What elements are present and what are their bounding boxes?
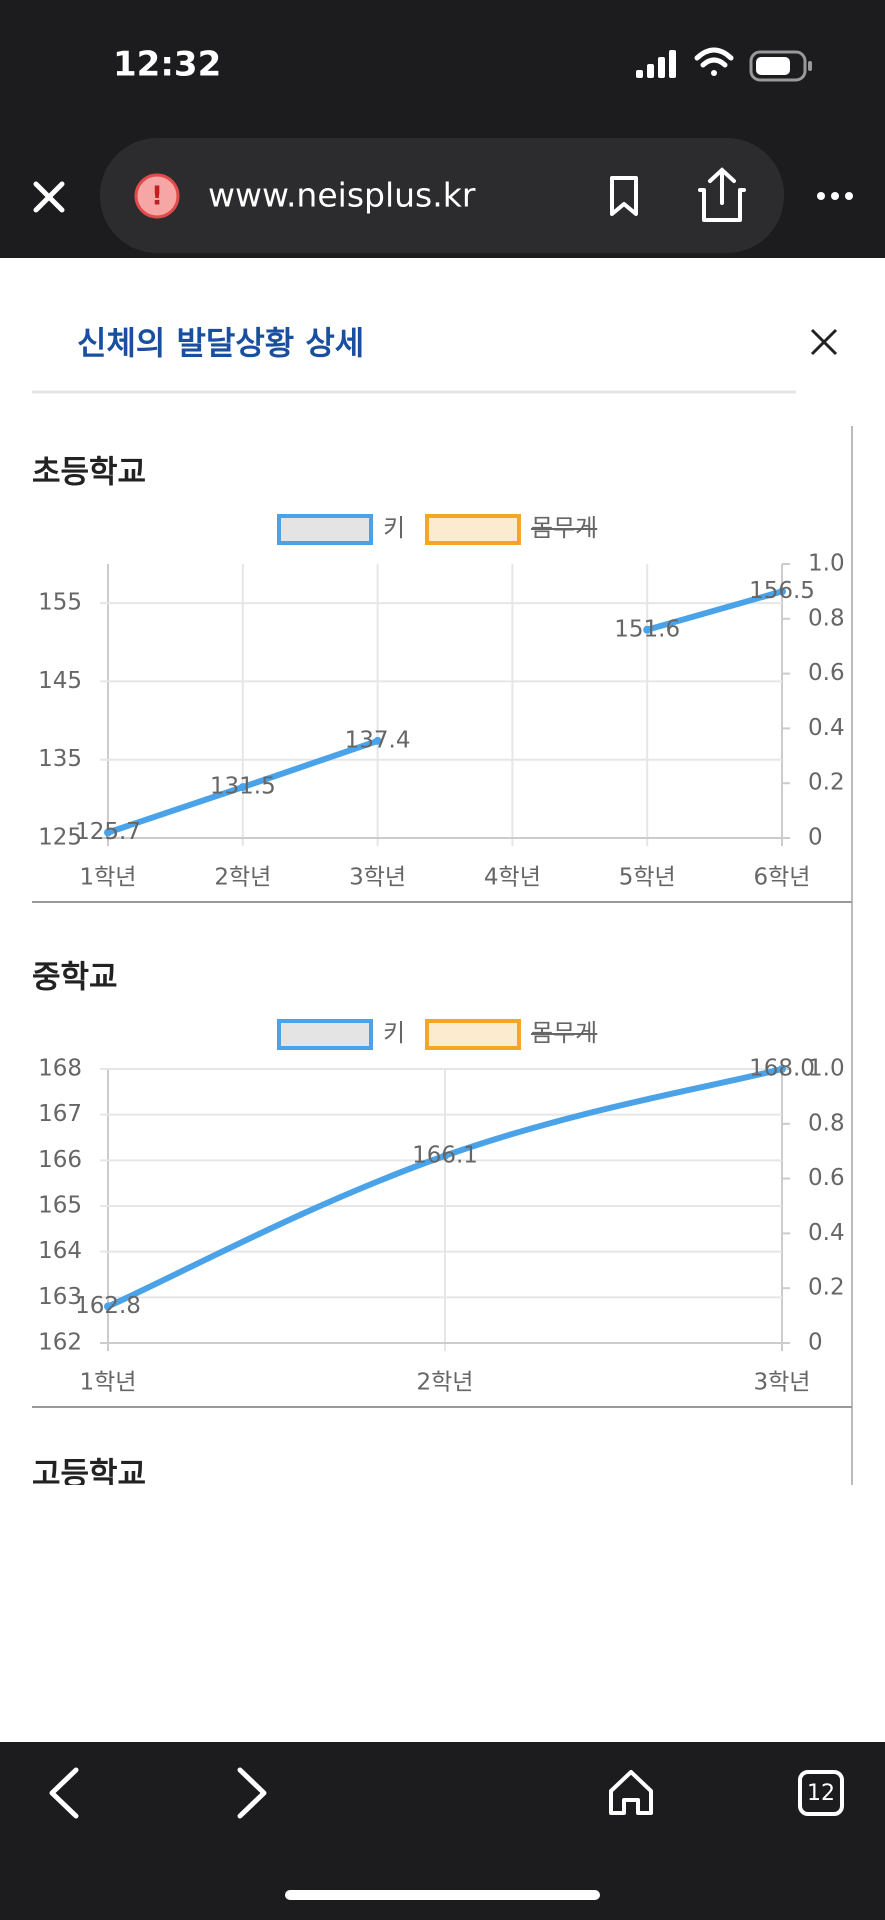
back-button[interactable]	[49, 1767, 79, 1819]
data-label: 166.1	[412, 1142, 478, 1168]
y-tick-label: 164	[38, 1238, 82, 1264]
modal-title: 신체의 발달상황 상세	[77, 324, 364, 362]
data-label: 156.5	[749, 578, 815, 604]
y-tick-label: 125	[38, 825, 82, 851]
x-tick-label: 3학년	[349, 865, 406, 891]
y-tick-label: 162	[38, 1330, 82, 1356]
point	[104, 828, 112, 837]
x-tick-label: 5학년	[619, 865, 676, 891]
data-label: 137.4	[345, 727, 411, 753]
point	[441, 1151, 449, 1160]
y-tick-label: 165	[38, 1193, 82, 1219]
legend-swatch	[425, 514, 521, 545]
y-tick-label: 166	[38, 1147, 82, 1173]
y-tick-label: 155	[38, 590, 82, 616]
y-tick-label: 135	[38, 746, 82, 772]
section-title: 고등학교	[32, 1457, 146, 1493]
y2-tick-label: 0.8	[808, 1110, 845, 1136]
y-tick-label: 167	[38, 1101, 82, 1127]
data-label: 131.5	[210, 774, 276, 800]
y-tick-label: 145	[38, 668, 82, 694]
tabs-count: 12	[807, 1781, 835, 1806]
x-tick-label: 2학년	[214, 865, 271, 891]
data-label: 151.6	[614, 616, 680, 642]
data-label: 125.7	[75, 819, 141, 845]
y2-tick-label: 0.4	[808, 1220, 845, 1246]
time: 12:32	[113, 45, 221, 85]
legend-swatch	[277, 514, 373, 545]
y2-tick-label: 0.4	[808, 715, 845, 741]
y2-tick-label: 1.0	[808, 1056, 845, 1082]
point	[778, 1065, 786, 1073]
url-bar[interactable]	[100, 138, 784, 253]
forward-button[interactable]	[237, 1767, 267, 1819]
more-button[interactable]	[817, 192, 853, 200]
share-button[interactable]	[698, 167, 746, 222]
y2-tick-label: 0	[808, 825, 823, 851]
home-indicator	[285, 1890, 600, 1900]
x-tick-label: 1학년	[80, 865, 137, 891]
data-label: 168.0	[749, 1056, 815, 1082]
y-tick-label: 168	[38, 1056, 82, 1082]
y2-tick-label: 0	[808, 1330, 823, 1356]
legend-swatch	[425, 1019, 521, 1050]
legend-label: 키	[383, 1019, 405, 1047]
section-title: 초등학교	[32, 455, 146, 491]
y2-tick-label: 0.2	[808, 770, 845, 796]
url: www.neisplus.kr	[208, 176, 476, 215]
y2-tick-label: 1.0	[808, 551, 845, 577]
close-tab-button[interactable]	[33, 181, 65, 213]
warning-icon	[134, 173, 180, 219]
modal-close[interactable]	[810, 328, 838, 356]
tabs-button[interactable]	[798, 1770, 844, 1816]
x-tick-label: 4학년	[484, 865, 541, 891]
series-line	[644, 588, 785, 633]
y2-tick-label: 0.8	[808, 605, 845, 631]
point	[373, 736, 382, 745]
data-label: 162.8	[75, 1293, 141, 1319]
battery-icon	[749, 50, 812, 82]
point	[778, 587, 786, 596]
x-tick-label: 3학년	[754, 1370, 811, 1396]
y2-tick-label: 0.6	[808, 660, 845, 686]
legend-label: 키	[383, 514, 405, 542]
y2-tick-label: 0.6	[808, 1165, 845, 1191]
x-tick-label: 6학년	[754, 865, 811, 891]
x-tick-label: 1학년	[80, 1370, 137, 1396]
x-tick-label: 2학년	[417, 1370, 474, 1396]
legend-swatch	[277, 1019, 373, 1050]
point	[238, 783, 247, 792]
y2-tick-label: 0.2	[808, 1275, 845, 1301]
wifi-icon	[694, 47, 734, 76]
y-tick-label: 163	[38, 1284, 82, 1310]
bookmark-button[interactable]	[610, 176, 638, 216]
section-title: 중학교	[32, 960, 118, 996]
point	[643, 625, 652, 634]
signal-icon	[636, 50, 676, 78]
warning-mark: !	[151, 182, 163, 212]
home-button[interactable]	[609, 1770, 653, 1815]
point	[104, 1302, 112, 1311]
